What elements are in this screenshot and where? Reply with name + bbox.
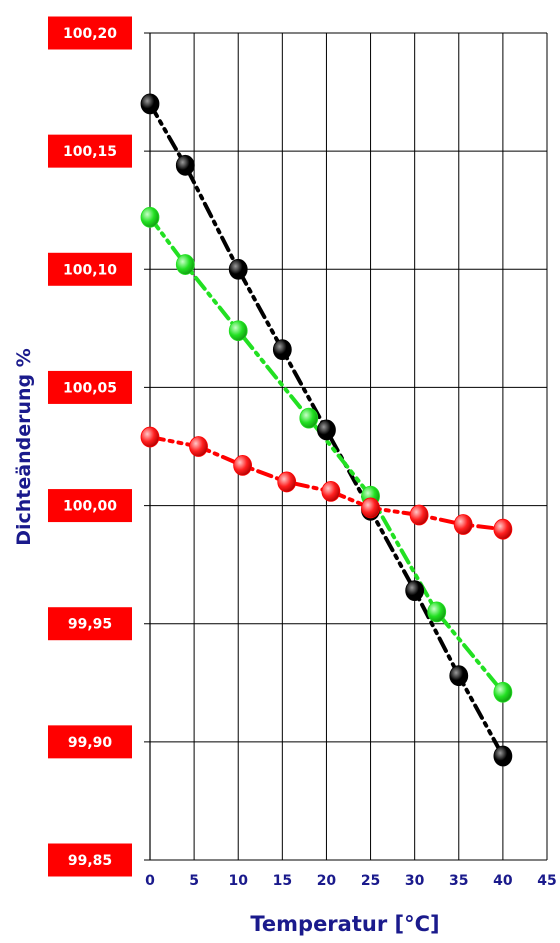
- data-point: [299, 407, 319, 429]
- y-tick-label: 99,95: [68, 617, 112, 633]
- data-point: [493, 681, 513, 703]
- x-tick-label: 45: [537, 873, 556, 889]
- y-tick-box: [48, 489, 132, 523]
- data-point: [140, 93, 160, 115]
- y-tick-labels: 100,20 100,15 100,10 100,05 100,00 99,95 99,90…: [48, 16, 132, 877]
- x-tick-label: 0: [145, 873, 155, 889]
- data-point: [277, 471, 297, 493]
- x-tick-label: 5: [189, 873, 199, 889]
- data-point: [228, 320, 248, 342]
- x-tick-label: 25: [361, 873, 380, 889]
- grid-lines: [144, 32, 548, 861]
- x-axis-title: Temperatur [°C]: [250, 912, 439, 936]
- data-point: [427, 601, 447, 623]
- y-tick-label: 100,05: [63, 380, 117, 396]
- data-point: [449, 665, 469, 687]
- data-point: [453, 514, 473, 535]
- data-point: [317, 419, 336, 441]
- data-point: [228, 258, 248, 280]
- data-point: [405, 580, 425, 602]
- x-tick-label: 30: [405, 873, 425, 889]
- y-tick-label: 100,15: [63, 144, 117, 160]
- data-point: [233, 455, 253, 476]
- data-point: [493, 745, 513, 767]
- y-tick-box: [48, 252, 132, 286]
- y-tick-label: 100,20: [63, 26, 117, 42]
- data-point: [189, 436, 208, 457]
- data-point: [493, 518, 513, 540]
- x-tick-labels: 0 5 10 15 20 25 30 35 40 45: [145, 873, 557, 889]
- x-tick-label: 15: [273, 873, 292, 889]
- data-point: [321, 480, 341, 502]
- series-points: [140, 93, 513, 767]
- x-tick-label: 10: [228, 873, 248, 889]
- y-tick-box: [48, 134, 132, 168]
- y-tick-box: [48, 725, 132, 759]
- y-tick-label: 100,00: [63, 499, 117, 515]
- data-point: [361, 497, 380, 519]
- data-point: [272, 339, 292, 361]
- x-tick-label: 40: [493, 873, 513, 889]
- x-tick-label: 20: [317, 873, 337, 889]
- y-tick-box: [48, 607, 132, 641]
- y-tick-box: [48, 370, 132, 404]
- data-point: [140, 206, 160, 228]
- data-point: [175, 254, 195, 275]
- y-tick-label: 100,10: [63, 262, 117, 278]
- x-tick-label: 35: [449, 873, 468, 889]
- data-point: [409, 504, 429, 526]
- y-tick-label: 99,90: [68, 735, 113, 751]
- data-point: [140, 426, 160, 448]
- data-point: [175, 154, 195, 176]
- y-axis-title: Dichteänderung %: [13, 348, 35, 546]
- y-tick-label: 99,85: [68, 853, 112, 869]
- y-tick-box: [48, 16, 132, 50]
- y-tick-box: [48, 843, 132, 877]
